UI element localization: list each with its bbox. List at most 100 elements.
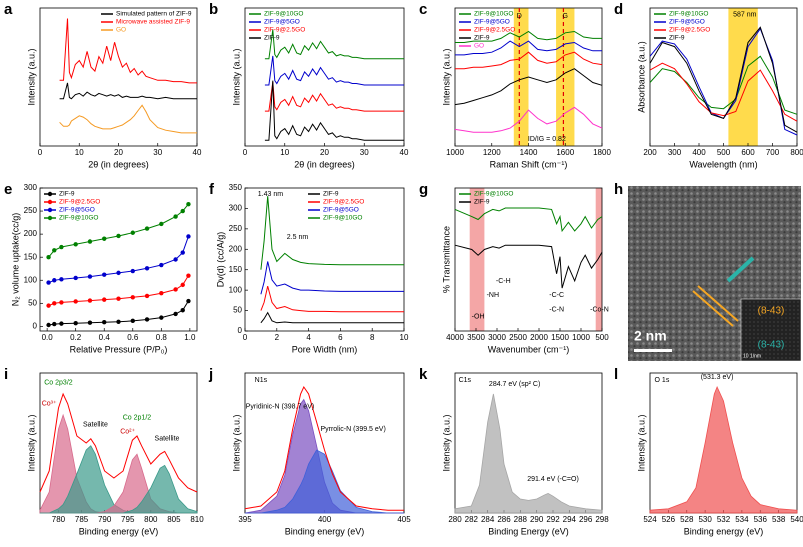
legend-label: ZIF-9@10GO [474, 11, 513, 18]
x-tick-label: 20 [114, 148, 123, 157]
marker [144, 317, 150, 322]
legend-label: ZIF-9@2.5GO [264, 27, 305, 34]
y-axis-label: Dv(d) (cc/A/g) [215, 232, 225, 288]
annotation: 291.4 eV (-C=O) [527, 476, 579, 483]
x-tick-label: 0 [243, 148, 248, 157]
marker [130, 295, 135, 300]
annotation: Co³⁺ [42, 401, 57, 408]
y-tick-label: 50 [233, 306, 242, 315]
y-tick-label: 150 [229, 265, 243, 274]
line [264, 82, 404, 112]
marker [73, 299, 78, 304]
x-tick-label: 0.2 [70, 333, 82, 342]
annotation: 284.7 eV (sp² C) [489, 381, 540, 388]
marker [144, 226, 150, 231]
highlight-band [728, 8, 758, 146]
y-axis-label: Intensity (a.u.) [441, 414, 451, 471]
x-tick-label: 0.0 [42, 333, 54, 342]
annotation: -C-C [549, 292, 564, 299]
y-tick-label: 100 [229, 285, 243, 294]
annotation: D [517, 13, 522, 20]
y-axis-label: Intensity (a.u.) [636, 414, 646, 471]
legend-marker [47, 191, 53, 197]
legend-label: GO [116, 27, 126, 34]
line [59, 18, 197, 84]
x-axis-label: 2θ (in degrees) [294, 159, 355, 169]
annotation: C1s [459, 377, 472, 384]
highlight-band [469, 188, 485, 331]
x-tick-label: 1400 [520, 148, 538, 157]
annotation: (8-43) [758, 306, 785, 317]
marker [59, 321, 64, 326]
x-tick-label: 30 [360, 148, 369, 157]
x-tick-label: 805 [167, 515, 181, 524]
x-tick-label: 294 [563, 515, 577, 524]
line [455, 51, 603, 70]
x-tick-label: 700 [766, 148, 780, 157]
x-tick-label: 790 [98, 515, 112, 524]
x-axis-label: Binding energy (eV) [285, 526, 365, 536]
x-tick-label: 534 [735, 515, 749, 524]
area [40, 464, 198, 514]
annotation: Pyridinic-N (398.7 eV) [246, 403, 314, 410]
annotation: 2.5 nm [287, 234, 309, 241]
y-tick-label: 150 [24, 252, 38, 261]
y-axis-label: Intensity (a.u.) [26, 414, 36, 471]
panel-label: l [614, 366, 618, 383]
annotation: G [563, 13, 568, 20]
marker [46, 303, 51, 308]
x-tick-label: 2000 [530, 333, 548, 342]
y-tick-label: 300 [24, 183, 38, 192]
annotation: Co²⁺ [120, 429, 135, 436]
x-tick-label: 2 [275, 333, 280, 342]
x-axis-label: Binding Energy (eV) [488, 526, 569, 536]
panel-label: f [209, 181, 215, 198]
marker [102, 236, 107, 241]
marker [186, 298, 191, 304]
x-tick-label: 30 [153, 148, 162, 157]
marker [46, 322, 51, 328]
marker [87, 239, 93, 244]
marker [52, 301, 57, 306]
legend-label: ZIF-9@10GO [669, 11, 708, 18]
line [59, 104, 197, 134]
fringe-marker [726, 256, 755, 283]
y-axis-label: Absorbance (a.u.) [636, 41, 646, 113]
x-axis-label: Relative Pressure (P/P₀) [70, 344, 168, 354]
panel-label: j [208, 366, 213, 383]
y-tick-label: 250 [24, 206, 38, 215]
legend-label: Simulated pattern of ZIF-9 [116, 11, 192, 18]
marker [52, 248, 57, 253]
x-tick-label: 395 [238, 515, 252, 524]
legend-label: ZIF-9@5GO [323, 207, 359, 214]
plot-frame [244, 187, 405, 332]
x-tick-label: 1000 [446, 148, 464, 157]
annotation: -OH [472, 314, 485, 321]
annotation: Satellite [155, 436, 180, 443]
line [454, 244, 603, 289]
marker [130, 318, 135, 324]
panel-label: b [209, 1, 218, 18]
x-tick-label: 1.0 [184, 333, 196, 342]
y-tick-label: 350 [229, 183, 243, 192]
x-tick-label: 500 [595, 333, 609, 342]
x-tick-label: 0.8 [156, 333, 168, 342]
y-axis-label: Intensity (a.u.) [26, 48, 36, 105]
legend-label: ZIF-9@2.5GO [323, 199, 364, 206]
legend-label: ZIF-9@2.5GO [474, 27, 515, 34]
marker [180, 282, 185, 288]
line [455, 30, 602, 43]
area [454, 393, 603, 514]
marker [52, 278, 57, 283]
marker [144, 266, 150, 271]
marker [87, 320, 93, 325]
marker [173, 214, 178, 219]
x-tick-label: 0.6 [127, 333, 139, 342]
line [264, 80, 404, 141]
marker [73, 320, 78, 326]
x-axis-label: Binding energy (eV) [79, 526, 159, 536]
x-tick-label: 8 [370, 333, 375, 342]
x-tick-label: 296 [579, 515, 593, 524]
line [454, 68, 603, 106]
